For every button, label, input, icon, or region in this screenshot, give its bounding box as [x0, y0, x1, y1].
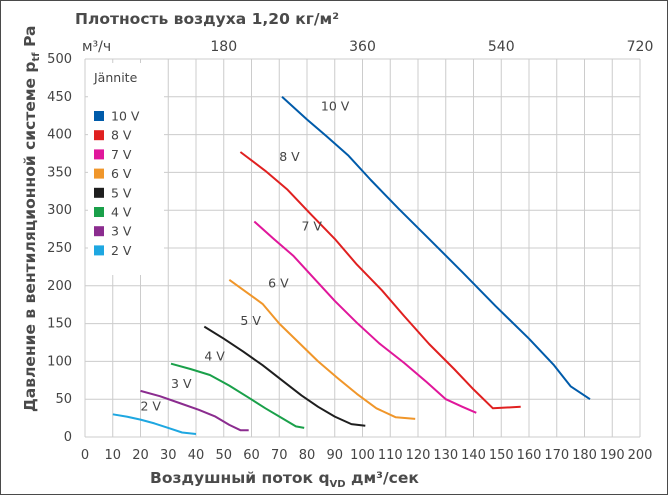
x-tick-label: 10	[104, 448, 121, 463]
x-tick-label: 200	[628, 448, 653, 463]
x-tick-label: 120	[406, 448, 431, 463]
legend-label: 8 V	[111, 128, 132, 143]
legend-swatch	[94, 226, 104, 237]
x-tick-label: 170	[544, 448, 569, 463]
legend: Jännite 10 V 8 V 7 V 6 V 5 V 4 V 3 V 2 V	[93, 70, 140, 258]
series-labels: 10 V 8 V 7 V 6 V 5 V 4 V 3 V 2 V	[141, 98, 350, 413]
top-axis-tick-label: 360	[349, 39, 376, 55]
curve-6v	[228, 278, 416, 420]
curve-3v	[140, 389, 249, 432]
y-tick-label: 150	[47, 317, 72, 332]
curve-2v	[112, 413, 197, 435]
legend-swatch	[94, 187, 104, 198]
curve-5v	[203, 325, 366, 427]
legend-swatch	[94, 111, 104, 121]
series-label-2v: 2 V	[141, 399, 162, 414]
legend-swatch	[94, 207, 104, 217]
legend-label: 2 V	[111, 243, 132, 258]
x-tick-label: 130	[433, 448, 458, 463]
x-axis-label-unit: дм³/сек	[346, 469, 420, 487]
x-tick-label: 180	[572, 448, 597, 463]
legend-swatch	[94, 245, 104, 256]
legend-label: 6 V	[111, 166, 132, 181]
y-tick-label: 350	[47, 165, 72, 180]
x-tick-label: 90	[326, 448, 343, 463]
x-tick-label: 50	[215, 448, 232, 463]
x-axis-label-subscript: VD	[330, 479, 346, 490]
top-axis-tick-label: 540	[488, 39, 515, 55]
series-label-5v: 5 V	[240, 313, 261, 328]
series-label-10v: 10 V	[321, 98, 350, 113]
series-label-4v: 4 V	[204, 349, 225, 364]
legend-swatch	[94, 149, 104, 160]
x-tick-label: 110	[378, 448, 403, 463]
x-tick-label: 150	[489, 448, 514, 463]
x-tick-label: 70	[271, 448, 288, 463]
y-tick-labels: 0 50 100 150 200 250 300 350 400 450 500	[47, 52, 72, 445]
y-tick-label: 50	[55, 392, 72, 407]
top-axis-tick-label: 720	[627, 39, 654, 55]
legend-label: 4 V	[111, 205, 132, 220]
legend-label: 10 V	[111, 109, 140, 124]
legend-label: 5 V	[111, 185, 132, 200]
legend-swatch	[94, 168, 104, 179]
curve-8v	[239, 151, 521, 410]
series-label-8v: 8 V	[279, 149, 300, 164]
x-tick-label: 140	[461, 448, 486, 463]
x-tick-label: 60	[243, 448, 260, 463]
x-axis-label: Воздушный поток q	[150, 469, 330, 487]
y-tick-label: 500	[47, 52, 72, 67]
y-axis-title: Давление в вентиляционной системе ptf Pa	[21, 26, 42, 412]
curve-7v	[253, 220, 477, 414]
x-tick-label: 100	[350, 448, 375, 463]
x-tick-label: 190	[600, 448, 625, 463]
x-tick-label: 40	[188, 448, 205, 463]
series-label-3v: 3 V	[171, 376, 192, 391]
y-tick-label: 450	[47, 90, 72, 105]
legend-swatch	[94, 130, 104, 141]
curve-4v	[170, 362, 305, 429]
legend-label: 3 V	[111, 224, 132, 239]
legend-label: 7 V	[111, 147, 132, 162]
y-tick-label: 250	[47, 241, 72, 256]
legend-title: Jännite	[93, 70, 138, 85]
x-axis-title: Воздушный поток qVD дм³/сек	[150, 469, 419, 490]
y-tick-label: 0	[64, 430, 72, 445]
y-axis-label: Давление в вентиляционной системе p	[21, 61, 39, 412]
y-axis-label-unit: Pa	[21, 26, 39, 53]
y-tick-label: 300	[47, 203, 72, 218]
x-tick-label: 80	[299, 448, 316, 463]
y-tick-label: 400	[47, 128, 72, 143]
chart-title: Плотность воздуха 1,20 кг/м²	[75, 10, 339, 28]
top-axis-tick-label: 180	[210, 39, 237, 55]
series-label-6v: 6 V	[268, 275, 289, 290]
x-tick-label: 0	[81, 448, 89, 463]
series-label-7v: 7 V	[301, 219, 322, 234]
x-tick-label: 30	[160, 448, 177, 463]
top-axis-tick-labels: 180 360 540 720	[210, 39, 653, 55]
top-axis-unit: м³/ч	[82, 39, 111, 55]
y-tick-label: 100	[47, 354, 72, 369]
x-tick-label: 20	[132, 448, 149, 463]
y-tick-label: 200	[47, 279, 72, 294]
grid	[84, 58, 641, 438]
y-axis-label-subscript: tf	[31, 52, 42, 62]
x-tick-label: 160	[517, 448, 542, 463]
curves	[112, 96, 591, 435]
x-tick-labels: 0 10 20 30 40 50 60 70 80 90 100 110 120 130 140 150 160…	[81, 448, 653, 463]
curve-10v	[281, 96, 591, 401]
